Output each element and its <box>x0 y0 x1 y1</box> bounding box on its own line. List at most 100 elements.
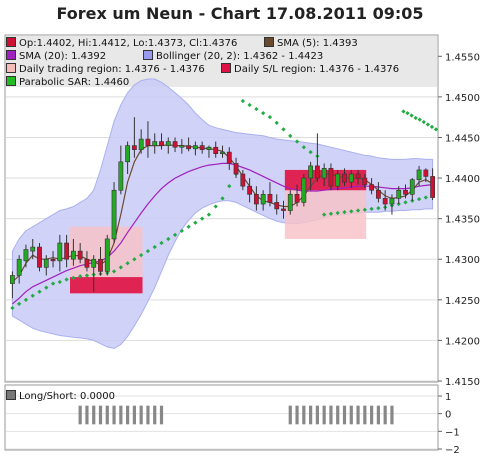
sar-point <box>308 149 313 155</box>
sar-point <box>362 207 367 212</box>
candle-body <box>220 151 225 155</box>
legend-swatch <box>143 50 153 60</box>
legend-swatch <box>221 63 231 73</box>
candle-body <box>165 141 171 146</box>
candle-body <box>253 193 259 205</box>
candle-body <box>77 250 83 260</box>
y-tick-label: 0 <box>445 410 451 421</box>
long-short-bar <box>132 405 136 425</box>
candle-body <box>9 275 15 284</box>
candle-body <box>369 184 375 191</box>
candle-body <box>84 258 90 268</box>
sar-point <box>172 232 178 238</box>
candle-body <box>138 138 144 150</box>
long-short-bar <box>390 405 394 425</box>
candle-body <box>240 173 246 187</box>
legend-item-ohlc: Op:1.4402, Hi:1.4412, Lo:1.4373, Cl:1.43… <box>6 37 237 49</box>
candle-body <box>30 246 36 252</box>
long-short-bar <box>153 405 157 425</box>
legend-item-sma5: SMA (5): 1.4393 <box>264 37 358 49</box>
long-short-bar <box>105 405 109 425</box>
sar-point <box>335 210 340 216</box>
candle-body <box>37 246 42 268</box>
y-tick-label: −2 <box>445 445 460 456</box>
candle-body <box>145 138 151 146</box>
candle-body <box>267 193 273 203</box>
sar-point <box>247 102 252 108</box>
candle-body <box>192 145 198 150</box>
legend: Op:1.4402, Hi:1.4412, Lo:1.4373, Cl:1.43… <box>6 35 436 88</box>
candle-body <box>362 177 368 185</box>
candle-body <box>335 173 341 187</box>
long-short-bar <box>349 405 353 425</box>
legend-item-sl-region: Daily S/L region: 1.4376 - 1.4376 <box>221 63 399 75</box>
long-short-axis: 1 0 −1 −2 <box>438 392 460 456</box>
long-short-bar <box>78 405 82 425</box>
long-short-bars <box>78 405 394 425</box>
candle-body <box>301 177 307 203</box>
sar-point <box>342 210 347 215</box>
candle-body <box>314 165 320 179</box>
long-short-bar <box>288 405 292 425</box>
legend-swatch <box>6 390 16 400</box>
candle-body <box>348 173 354 183</box>
candle-body <box>179 145 185 148</box>
candle-body <box>382 198 388 205</box>
sar-point <box>355 208 361 213</box>
candle-body <box>355 173 361 179</box>
long-short-bar <box>363 405 367 425</box>
sma20-line <box>12 162 433 305</box>
candle-body <box>111 189 117 240</box>
candle-body <box>16 258 22 276</box>
y-tick-label: 1.4500 <box>445 93 480 104</box>
candle-body <box>172 141 178 148</box>
sar-point <box>288 133 293 138</box>
candle-body <box>342 173 347 183</box>
candle-body <box>206 146 212 150</box>
legend-background <box>6 36 437 87</box>
candle-body <box>50 258 56 262</box>
candle-body <box>308 165 314 179</box>
price-axis: 1.4150 1.4200 1.4250 1.4300 1.4350 1.4400 1.44… <box>438 52 480 388</box>
sar-point <box>322 212 327 217</box>
candle-body <box>199 145 205 150</box>
long-short-bar <box>356 405 360 425</box>
y-tick-label: 1.4400 <box>445 174 480 185</box>
long-short-bar <box>295 405 299 425</box>
y-tick-label: 1.4250 <box>445 296 480 307</box>
candle-body <box>43 258 49 268</box>
sar-point <box>186 224 191 229</box>
sar-point <box>166 236 171 242</box>
long-short-bar <box>370 405 374 425</box>
legend-swatch <box>6 37 16 47</box>
long-short-legend: Long/Short: 0.0000 <box>6 390 115 402</box>
y-tick-label: 1.4450 <box>445 133 480 144</box>
long-short-bar <box>302 405 306 425</box>
sar-point <box>227 184 232 189</box>
candle-body <box>159 141 164 146</box>
candle-body <box>186 145 192 150</box>
long-short-bar <box>98 405 103 425</box>
legend-swatch <box>6 63 16 73</box>
sar-point <box>152 244 157 250</box>
sar-point <box>220 196 225 201</box>
candle-body <box>423 169 429 177</box>
candle-body <box>104 238 110 272</box>
long-short-bar <box>322 405 326 425</box>
candle-body <box>281 208 286 211</box>
sar-point <box>403 200 408 205</box>
candle-body <box>233 163 239 175</box>
sar-point <box>200 216 205 221</box>
sar-point <box>416 197 422 202</box>
sar-point <box>132 257 137 262</box>
long-short-bar <box>112 405 116 425</box>
sl-region <box>70 277 143 294</box>
long-short-bar <box>315 405 319 425</box>
candle-body <box>416 169 422 180</box>
legend-swatch <box>264 37 274 47</box>
candle-body <box>131 145 137 150</box>
candle-body <box>152 141 158 146</box>
long-short-bar <box>309 405 313 425</box>
candle-body <box>98 258 103 272</box>
